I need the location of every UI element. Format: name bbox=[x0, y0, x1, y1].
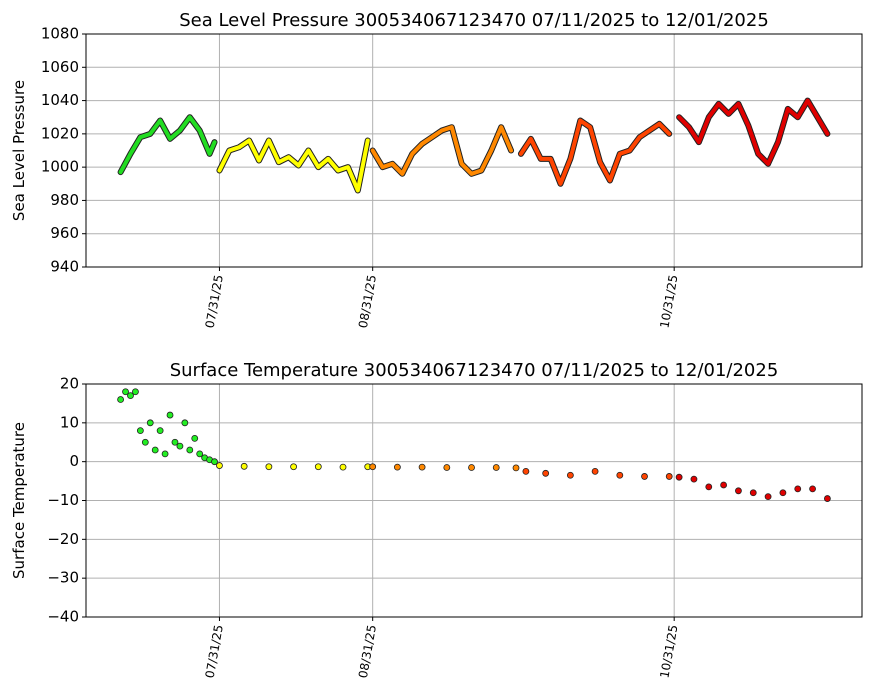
y-tick-label: 1040 bbox=[41, 91, 79, 109]
data-point bbox=[675, 473, 683, 481]
data-point bbox=[265, 463, 273, 471]
data-point bbox=[290, 463, 297, 471]
data-point bbox=[764, 493, 772, 501]
x-tick-label: 08/31/25 bbox=[356, 624, 379, 680]
y-tick-label: 1080 bbox=[41, 25, 79, 43]
data-point bbox=[166, 411, 174, 419]
y-tick-label: 1000 bbox=[41, 158, 79, 176]
data-point bbox=[720, 481, 728, 489]
series-line bbox=[518, 118, 672, 186]
y-tick-label: −40 bbox=[47, 608, 79, 626]
x-tick-label: 10/31/25 bbox=[657, 274, 680, 330]
data-point bbox=[216, 462, 223, 469]
data-point bbox=[418, 463, 426, 471]
y-tick-label: 960 bbox=[50, 224, 79, 242]
y-tick-label: 1060 bbox=[41, 58, 79, 76]
data-point bbox=[591, 467, 599, 475]
data-point bbox=[132, 388, 139, 396]
data-point bbox=[240, 462, 248, 470]
data-point bbox=[809, 485, 816, 493]
data-point bbox=[151, 446, 159, 454]
data-point bbox=[492, 464, 500, 471]
chart-title: Surface Temperature 300534067123470 07/1… bbox=[170, 360, 779, 381]
y-tick-label: 0 bbox=[69, 452, 79, 470]
y-tick-label: −20 bbox=[47, 530, 79, 548]
data-point bbox=[512, 464, 520, 472]
y-axis-label: Surface Temperature bbox=[10, 422, 28, 579]
data-point bbox=[641, 473, 648, 480]
data-point bbox=[196, 450, 204, 458]
data-point bbox=[616, 471, 624, 479]
data-point bbox=[393, 463, 401, 471]
data-point bbox=[468, 464, 475, 471]
plot-frame bbox=[85, 383, 863, 618]
series-line bbox=[677, 98, 830, 166]
data-point bbox=[176, 442, 184, 450]
data-point bbox=[156, 427, 164, 435]
data-point bbox=[314, 463, 322, 471]
data-point bbox=[339, 463, 347, 471]
series-line bbox=[370, 125, 514, 176]
chart-title: Sea Level Pressure 300534067123470 07/11… bbox=[179, 10, 769, 31]
x-tick-label: 10/31/25 bbox=[657, 624, 680, 680]
y-tick-label: −10 bbox=[47, 491, 79, 509]
data-point bbox=[136, 427, 144, 435]
data-point bbox=[705, 483, 713, 491]
data-point bbox=[566, 471, 574, 479]
data-point bbox=[161, 450, 169, 458]
data-point bbox=[735, 487, 742, 495]
data-point bbox=[443, 464, 451, 471]
data-point bbox=[117, 396, 124, 403]
data-point bbox=[211, 458, 218, 466]
x-tick-label: 07/31/25 bbox=[203, 624, 226, 680]
data-point bbox=[141, 438, 149, 446]
data-point bbox=[522, 467, 530, 475]
series-line bbox=[118, 115, 217, 175]
data-point bbox=[122, 388, 129, 396]
y-axis-label: Sea Level Pressure bbox=[10, 80, 28, 221]
data-point bbox=[186, 446, 194, 454]
data-point bbox=[749, 489, 757, 497]
y-tick-label: 980 bbox=[50, 191, 79, 209]
data-point bbox=[181, 419, 189, 427]
data-point bbox=[824, 495, 831, 502]
data-point bbox=[794, 485, 802, 493]
y-tick-label: 940 bbox=[50, 258, 79, 276]
data-point bbox=[171, 438, 179, 446]
data-point bbox=[146, 419, 154, 427]
data-point bbox=[191, 434, 199, 442]
series-outline bbox=[216, 137, 371, 194]
plot-frame bbox=[85, 33, 863, 268]
data-point bbox=[127, 392, 134, 400]
x-tick-label: 07/31/25 bbox=[203, 274, 226, 330]
data-point bbox=[542, 469, 550, 477]
data-point bbox=[779, 489, 787, 497]
y-tick-label: 20 bbox=[60, 375, 79, 393]
data-point bbox=[690, 475, 698, 483]
data-point bbox=[665, 473, 673, 480]
y-tick-label: 1020 bbox=[41, 124, 79, 142]
y-tick-label: 10 bbox=[60, 413, 79, 431]
series-line bbox=[217, 138, 370, 193]
data-point bbox=[369, 463, 377, 471]
x-tick-label: 08/31/25 bbox=[356, 274, 379, 330]
y-tick-label: −30 bbox=[47, 569, 79, 587]
